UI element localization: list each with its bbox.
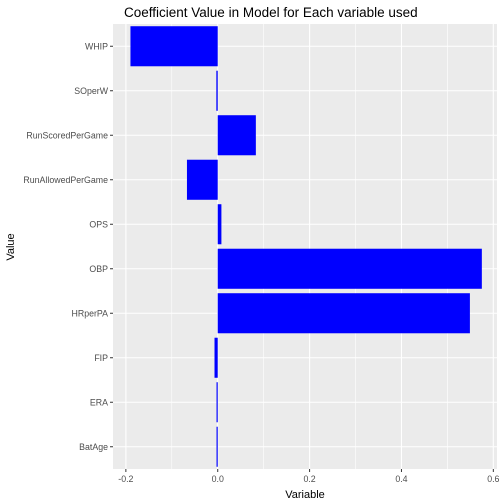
bar-ops	[217, 204, 222, 245]
x-axis-title: Variable	[285, 489, 325, 501]
bar-hrperpa	[217, 293, 470, 334]
bar-obp	[217, 248, 482, 289]
y-tick-label: ERA	[90, 397, 108, 407]
bar-runallowedpergame	[186, 159, 218, 200]
y-tick-label: OBP	[89, 264, 108, 274]
y-tick-label: RunScoredPerGame	[26, 130, 108, 140]
x-axis: -0.2 0.0 0.2 0.4 0.6	[118, 469, 500, 484]
y-axis-title: Value	[5, 233, 17, 260]
chart-title: Coefficient Value in Model for Each vari…	[124, 5, 418, 20]
x-tick-label: 0.0	[212, 474, 224, 484]
y-tick-label: SOperW	[74, 86, 108, 96]
y-tick-label: WHIP	[85, 41, 108, 51]
y-tick-label: OPS	[89, 219, 108, 229]
bar-whip	[130, 26, 218, 67]
bar-batage	[216, 426, 218, 467]
y-axis: WHIP SOperW RunScoredPerGame RunAllowedPerG…	[23, 41, 113, 452]
plot-panel	[113, 24, 497, 469]
bars	[130, 26, 482, 467]
bar-soperw	[216, 70, 218, 111]
y-tick-label: HRperPA	[71, 308, 108, 318]
minor-gridlines	[171, 24, 448, 469]
y-tick-label: BatAge	[79, 442, 108, 452]
x-tick-label: 0.6	[487, 474, 499, 484]
bar-era	[216, 382, 218, 423]
x-tick-label: -0.2	[118, 474, 133, 484]
bar-runscoredpergame	[217, 115, 256, 156]
x-tick-label: 0.2	[303, 474, 315, 484]
y-tick-label: RunAllowedPerGame	[23, 175, 108, 185]
bar-fip	[214, 337, 218, 378]
x-tick-label: 0.4	[395, 474, 407, 484]
y-tick-label: FIP	[94, 353, 108, 363]
